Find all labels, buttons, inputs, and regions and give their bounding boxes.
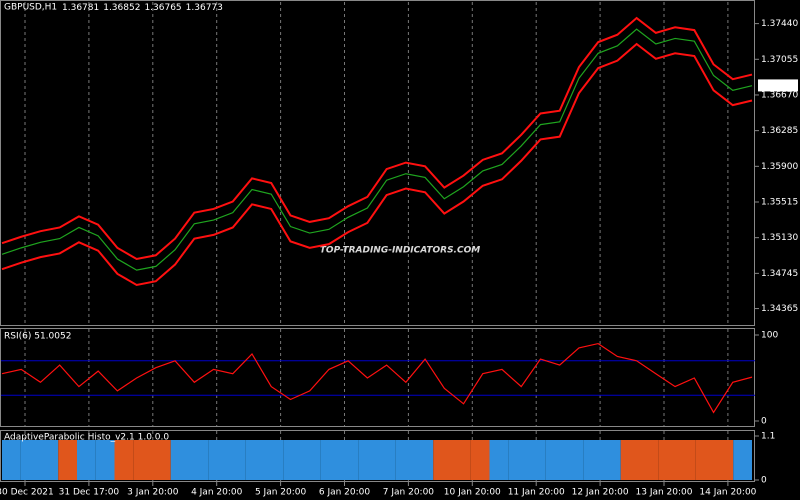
- y-tick-label: 1.36285: [761, 126, 798, 136]
- histo-bar: [114, 440, 134, 480]
- y-tick-label: 0: [761, 476, 767, 486]
- y-tick-label: 1.35900: [761, 162, 798, 172]
- ohlc-value: 1.36773: [186, 3, 223, 13]
- x-tick-label: 30 Dec 2021: [0, 488, 54, 498]
- x-tick-label: 7 Jan 20:00: [383, 488, 435, 498]
- series-line: [1, 28, 753, 271]
- x-tick-label: 5 Jan 20:00: [255, 488, 307, 498]
- histo-bar: [377, 440, 396, 480]
- x-tick-label: 3 Jan 20:00: [127, 488, 179, 498]
- histo-bar: [452, 440, 471, 480]
- ohlc-value: 1.36765: [144, 3, 181, 13]
- histo-bar: [170, 440, 190, 480]
- histo-bar: [677, 440, 696, 480]
- histo-bar: [302, 440, 321, 480]
- ohlc-value: 1.36781: [62, 3, 99, 13]
- main-panel: [0, 0, 755, 326]
- histo-bar: [620, 440, 640, 480]
- histo-bar: [320, 440, 340, 480]
- histo-bar: [602, 440, 621, 480]
- histo-panel: [0, 430, 755, 482]
- y-tick-label: 1.37055: [761, 55, 798, 65]
- histo-bar: [189, 440, 209, 480]
- histo-bar: [95, 440, 115, 480]
- panel-title: RSI(6) 51.0052: [4, 332, 71, 342]
- y-tick-label: 1.34365: [761, 304, 798, 314]
- histo-bar: [658, 440, 677, 480]
- current-price: 1.36773: [760, 81, 797, 91]
- histo-bar: [583, 440, 602, 480]
- histo-bar: [133, 440, 152, 480]
- x-tick-label: 31 Dec 17:00: [59, 488, 120, 498]
- x-tick-label: 14 Jan 20:00: [699, 488, 756, 498]
- y-tick-label: 1.36670: [761, 90, 798, 100]
- x-tick-label: 6 Jan 20:00: [319, 488, 371, 498]
- histo-bar: [245, 440, 265, 480]
- y-tick-label: 1.37440: [761, 19, 798, 29]
- histo-bar: [358, 440, 377, 480]
- histo-bar: [733, 440, 752, 480]
- x-tick-label: 4 Jan 20:00: [191, 488, 243, 498]
- histo-bar: [714, 440, 734, 480]
- y-tick-label: 100: [761, 331, 778, 341]
- panel-title: AdaptiveParabolic Histo_v2.1 1.0 0.0: [4, 433, 169, 443]
- series-line: [1, 42, 753, 286]
- histo-bar: [77, 440, 96, 480]
- y-tick-label: 1.1: [761, 432, 775, 442]
- histo-bar: [489, 440, 509, 480]
- histo-bar: [695, 440, 715, 480]
- histo-bar: [433, 440, 452, 480]
- x-tick-label: 10 Jan 20:00: [444, 488, 501, 498]
- histo-bar: [414, 440, 434, 480]
- histo-bar: [58, 440, 77, 480]
- histo-bar: [283, 440, 302, 480]
- histo-bar: [2, 440, 21, 480]
- x-tick-label: 11 Jan 20:00: [508, 488, 565, 498]
- x-tick-label: 13 Jan 20:00: [636, 488, 693, 498]
- histo-bar: [564, 440, 584, 480]
- histo-bar: [545, 440, 565, 480]
- histo-bar: [227, 440, 246, 480]
- y-tick-label: 1.35130: [761, 233, 798, 243]
- y-tick-label: 0: [761, 417, 767, 427]
- histo-bar: [339, 440, 359, 480]
- series-line: [1, 16, 753, 261]
- ohlc-values: 1.36781 1.36852 1.36765 1.36773: [62, 3, 223, 13]
- ohlc-value: 1.36852: [103, 3, 140, 13]
- y-tick-label: 1.35515: [761, 197, 798, 207]
- rsi-panel: [0, 328, 755, 427]
- y-tick-label: 1.34745: [761, 269, 798, 279]
- panel-title: GBPUSD,H1: [4, 3, 57, 13]
- histo-bar: [264, 440, 284, 480]
- histo-bar: [39, 440, 59, 480]
- histo-bar: [639, 440, 659, 480]
- histo-bar: [208, 440, 227, 480]
- histo-bar: [508, 440, 527, 480]
- series-line: [1, 342, 753, 414]
- x-tick-label: 12 Jan 20:00: [572, 488, 629, 498]
- histo-bar: [395, 440, 415, 480]
- price-box: [758, 79, 798, 92]
- histo-bar: [152, 440, 171, 480]
- histo-bar: [470, 440, 490, 480]
- histo-bar: [527, 440, 546, 480]
- histo-bar: [20, 440, 40, 480]
- watermark: TOP-TRADING-INDICATORS.COM: [320, 246, 480, 256]
